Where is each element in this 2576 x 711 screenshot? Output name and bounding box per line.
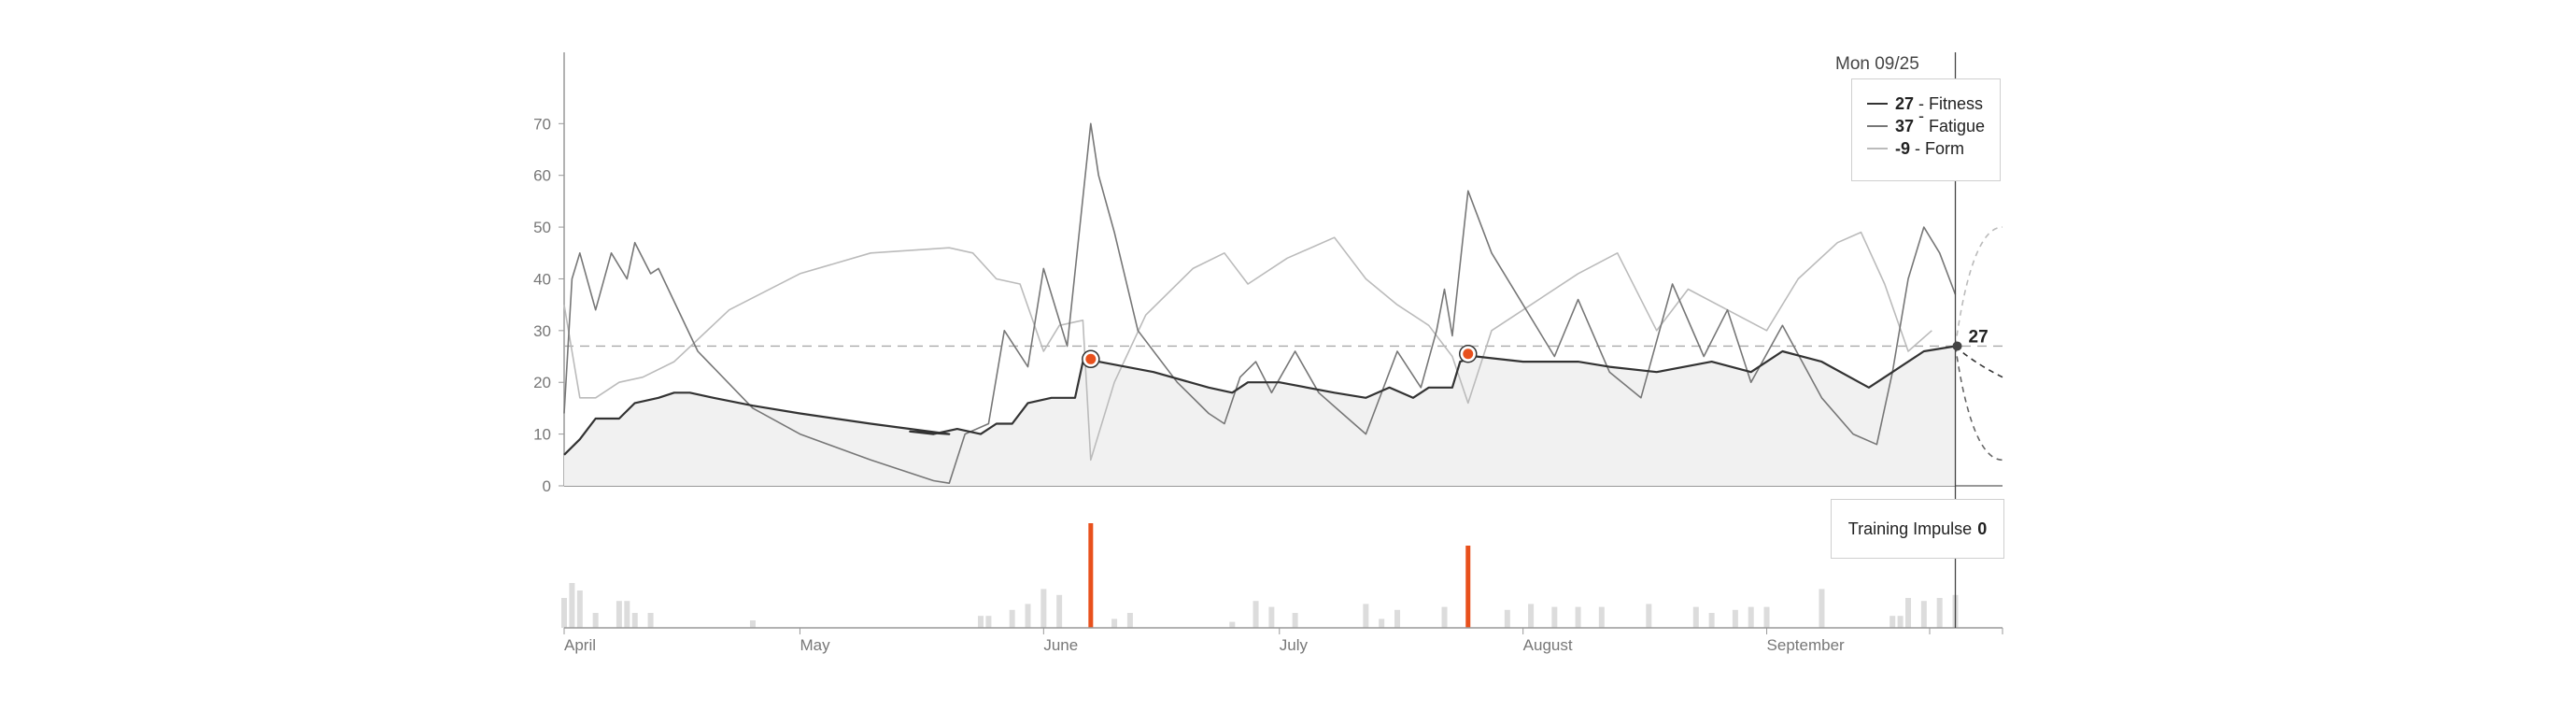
impulse-bar[interactable] [749,620,756,628]
impulse-bar[interactable] [1363,604,1369,628]
legend-name-fitness: Fitness [1929,93,1984,113]
impulse-bar[interactable] [561,598,567,628]
cursor-dot [1952,341,1962,351]
impulse-bar[interactable] [1379,619,1385,628]
series-lines [563,122,1957,485]
impulse-bar[interactable] [1268,606,1275,628]
impulse-bar[interactable] [1253,601,1259,628]
impulse-bar[interactable] [1394,609,1401,628]
impulse-bar[interactable] [1009,609,1015,628]
y-tick-label: 10 [533,426,551,444]
legend-item-fatigue: 37 - Fatigue [1867,107,1985,137]
impulse-bar[interactable] [1905,598,1912,628]
legend-swatch-form [1867,148,1888,149]
impulse-bar[interactable] [1763,606,1770,628]
y-tick-label: 30 [533,322,551,340]
impulse-bar[interactable] [1504,609,1510,628]
highlight-dot [1463,348,1474,360]
highlight-marker[interactable] [1459,345,1478,363]
impulse-bar[interactable] [1890,616,1896,628]
x-tick-label: June [1043,636,1078,654]
y-tick-label: 20 [533,374,551,391]
impulse-bar[interactable] [1229,621,1236,628]
impulse-bar[interactable] [1936,598,1943,628]
impulse-bar[interactable] [1292,613,1298,628]
cursor-value-label: 27 [1969,327,1989,347]
impulse-bar[interactable] [978,616,984,628]
legend-dash: - [1918,93,1930,113]
projection-fitness [1954,345,2003,378]
impulse-bar[interactable] [1646,604,1652,628]
impulse-bar[interactable] [1732,609,1738,628]
series-line-fitness [563,345,1956,456]
impulse-bar[interactable] [569,583,575,628]
impulse-value: 0 [1977,519,1988,538]
legend-value-form: -9 [1895,138,1911,158]
impulse-bar[interactable] [1111,619,1118,628]
impulse-bar[interactable] [624,601,630,628]
impulse-bar[interactable] [1126,613,1133,628]
series-line-fatigue [563,122,1957,485]
impulse-bar[interactable] [1708,613,1715,628]
fitness-area [564,346,1956,486]
training-impulse-box: Training Impulse 0 [1831,499,2004,559]
x-axis: April May June July August September [563,627,2003,654]
legend-swatch-fitness [1867,103,1888,105]
impulse-bar[interactable] [1598,606,1605,628]
impulse-bar[interactable] [1748,606,1754,628]
impulse-bars[interactable] [561,523,1959,628]
legend-name-form: Form [1925,138,1965,158]
impulse-bar[interactable] [1056,594,1063,628]
impulse-bar[interactable] [1040,589,1047,628]
impulse-title: Training Impulse [1847,519,1973,538]
impulse-bar[interactable] [1025,604,1031,628]
impulse-bar[interactable] [616,601,622,628]
impulse-bar[interactable] [1819,589,1825,628]
legend-value-fatigue: 37 [1894,116,1914,135]
fitness-area-fill [564,346,1956,486]
impulse-bar[interactable] [1897,616,1904,628]
legend-dash: - [1915,138,1926,158]
highlight-markers[interactable] [1082,345,1478,369]
x-tick-label: August [1523,636,1573,654]
x-tick-label: July [1280,636,1309,654]
x-tick-label: September [1767,636,1845,654]
y-tick-label: 50 [533,219,551,236]
x-tick-label: April [564,636,596,654]
y-tick-label: 60 [533,167,551,185]
impulse-bar[interactable] [631,613,638,628]
impulse-bar[interactable] [1575,606,1581,628]
legend-name-fatigue: Fatigue [1928,116,1985,135]
impulse-bar[interactable] [1528,604,1535,628]
legend-item-fitness: 27 - Fitness [1867,92,1985,115]
legend: 27 - Fitness 37 - Fatigue -9 - Form [1851,78,2001,181]
impulse-bar[interactable] [1441,606,1448,628]
impulse-bar[interactable] [592,613,599,628]
projection-form [1954,226,2003,347]
impulse-bar[interactable] [1692,606,1699,628]
impulse-bar[interactable] [1088,523,1094,628]
impulse-bar[interactable] [1920,601,1927,628]
legend-value-fitness: 27 [1895,93,1915,113]
x-tick-label: May [800,636,830,654]
y-tick-label: 40 [533,270,551,288]
y-tick-label: 70 [533,115,551,133]
y-tick-label: 0 [543,477,551,495]
impulse-bar[interactable] [576,590,583,628]
legend-swatch-fatigue [1867,125,1888,127]
impulse-bar[interactable] [1551,606,1558,628]
highlight-dot [1085,353,1097,364]
legend-item-form: -9 - Form [1867,137,1985,160]
legend-dash: - [1918,107,1924,145]
impulse-bar[interactable] [985,616,992,628]
impulse-bar[interactable] [1465,546,1471,628]
selected-date-label: Mon 09/25 [1835,54,1919,74]
impulse-bar[interactable] [647,613,654,628]
highlight-marker[interactable] [1082,349,1100,369]
projection-fatigue [1954,346,2003,462]
